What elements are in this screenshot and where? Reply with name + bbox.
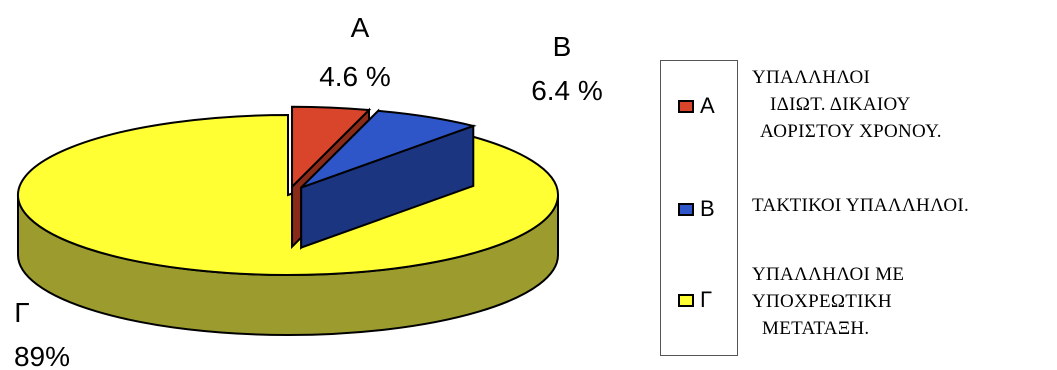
slice-a-top	[291, 105, 372, 190]
slice-b-label: Β 6.4 %	[531, 31, 603, 106]
slice-c-category-label: Γ	[14, 297, 29, 328]
legend-b-line-1: ΤΑΚΤΙΚΟΙ ΥΠΑΛΛΗΛΟΙ.	[752, 195, 970, 216]
slice-c-value-label: 89%	[14, 341, 70, 370]
legend	[660, 60, 738, 356]
slice-b-top	[300, 109, 477, 189]
legend-description-c: ΥΠΑΛΛΗΛΟΙ ΜΕ ΥΠΟΧΡΕΩΤΙΚΗ ΜΕΤΑΤΑΞΗ.	[752, 261, 904, 342]
slice-c-top	[17, 113, 559, 276]
slice-b	[300, 108, 477, 250]
legend-c-line-1: ΥΠΑΛΛΗΛΟΙ ΜΕ	[752, 264, 905, 285]
slice-a-value-label: 4.6 %	[319, 61, 391, 92]
slice-c-label: Γ 89%	[14, 297, 70, 370]
slice-b-category-label: Β	[553, 31, 572, 62]
slice-a-category-label: Α	[351, 12, 370, 43]
legend-c-line-3: ΜΕΤΑΤΑΞΗ.	[762, 318, 870, 339]
slice-a-label: Α 4.6 %	[319, 12, 391, 92]
legend-a-line-1: ΥΠΑΛΛΗΛΟΙ	[752, 67, 871, 88]
legend-swatch-b	[678, 202, 694, 216]
legend-c-line-2: ΥΠΟΧΡΕΩΤΙΚΗ	[752, 291, 892, 312]
slice-b-value-label: 6.4 %	[531, 75, 603, 106]
legend-key-c: Γ	[678, 287, 712, 313]
slice-c	[17, 113, 559, 336]
legend-a-line-2: ΙΔΙΩΤ. ΔΙΚΑΙΟΥ	[770, 94, 911, 115]
legend-key-c-label: Γ	[700, 287, 713, 312]
legend-key-b-label: Β	[700, 196, 715, 221]
legend-key-a: Α	[678, 93, 715, 119]
legend-a-line-3: ΑΟΡΙΣΤΟΥ ΧΡΟΝΟΥ.	[760, 121, 942, 142]
legend-swatch-c	[678, 293, 694, 307]
legend-description-a: ΥΠΑΛΛΗΛΟΙ ΙΔΙΩΤ. ΔΙΚΑΙΟΥ ΑΟΡΙΣΤΟΥ ΧΡΟΝΟΥ…	[752, 64, 942, 145]
pie-layer	[17, 105, 559, 336]
legend-description-b: ΤΑΚΤΙΚΟΙ ΥΠΑΛΛΗΛΟΙ.	[752, 192, 969, 219]
legend-key-a-label: Α	[700, 93, 715, 118]
legend-swatch-a	[678, 99, 694, 113]
legend-key-b: Β	[678, 196, 715, 222]
